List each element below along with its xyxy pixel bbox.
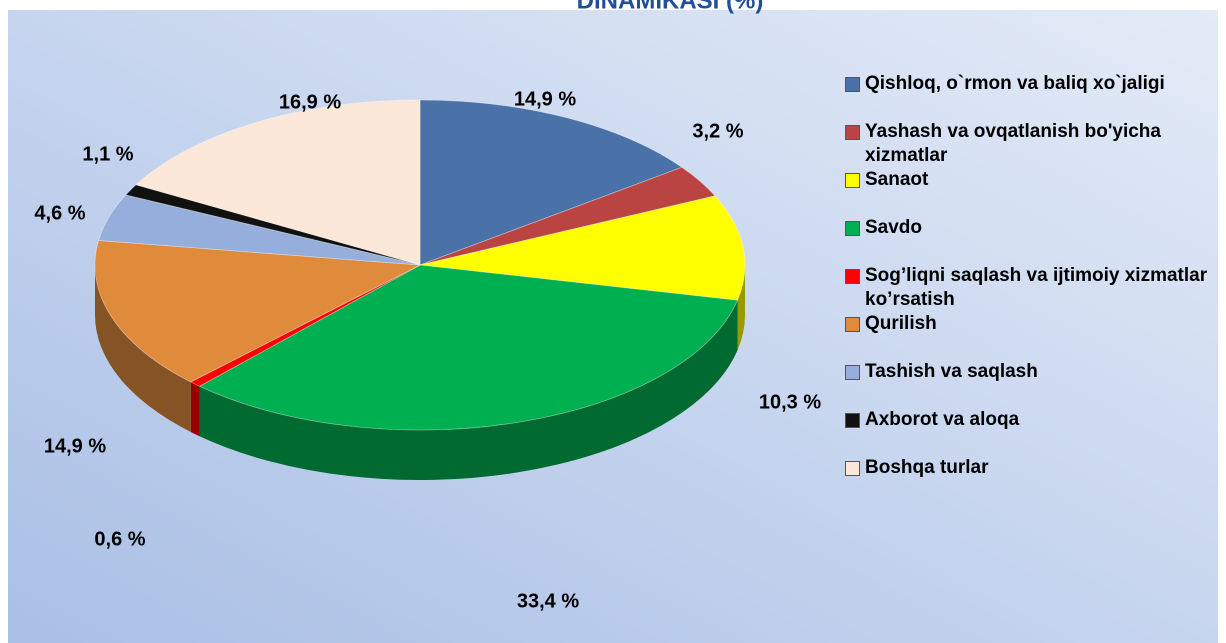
legend-label: Boshqa turlar [865,457,989,478]
legend-swatch [845,365,860,380]
legend-label: Sanaot [865,169,929,190]
slice [189,264,421,437]
legend-swatch [845,221,860,236]
data-label: 1,1 % [82,143,133,165]
legend-item: Savdo [845,216,1225,264]
slice [125,184,421,266]
slice [98,194,421,266]
slice-top [125,184,421,266]
legend-item: Boshqa turlar [845,456,1225,504]
data-label: 10,3 % [759,391,821,413]
slice-top [98,194,421,266]
slice [419,99,683,266]
slice-top [198,264,739,431]
slice-top [419,99,683,266]
legend-item: Tashish va saqlash [845,360,1225,408]
chart-title: DINAMIKASI (%) [577,0,764,14]
slice [419,166,716,266]
slice [419,195,746,351]
legend: Qishloq, o`rmon va baliq xo`jaligi Yashas… [845,72,1225,504]
legend-item: Yashash va ovqatlanish bo'yicha xizmatla… [845,120,1225,168]
slice-side [95,265,191,432]
legend-item: Axborot va aloqa [845,408,1225,456]
slice-top [419,195,746,301]
legend-swatch [845,317,860,332]
slice [94,240,422,432]
legend-swatch [845,461,860,476]
legend-swatch [845,125,860,140]
data-label: 16,9 % [279,91,341,113]
slice [135,99,421,266]
legend-swatch [845,269,860,284]
slice-top [135,99,421,266]
slice [198,264,739,480]
slice-side [737,265,745,351]
legend-item: Sanaot [845,168,1225,216]
slice-top [189,264,421,387]
legend-label: Yashash va ovqatlanish bo'yicha xizmatla… [865,121,1161,166]
data-label: 33,4 % [517,590,579,612]
legend-swatch [845,173,860,188]
data-label: 3,2 % [692,120,743,142]
legend-swatch [845,77,860,92]
data-label: 4,6 % [34,202,85,224]
legend-label: Qishloq, o`rmon va baliq xo`jaligi [865,73,1165,94]
data-label: 0,6 % [94,528,145,550]
legend-label: Tashish va saqlash [865,361,1038,382]
slice-top [94,240,422,383]
legend-item: Qishloq, o`rmon va baliq xo`jaligi [845,72,1225,120]
data-label: 14,9 % [514,88,576,110]
legend-label: Sog’liqni saqlash va ijtimoiy xizmatlar … [865,265,1208,310]
legend-item: Qurilish [845,312,1225,360]
legend-label: Qurilish [865,313,937,334]
legend-label: Savdo [865,217,923,238]
legend-item: Sog’liqni saqlash va ijtimoiy xizmatlar … [845,264,1225,312]
slice-top [419,166,716,266]
data-label: 14,9 % [44,435,106,457]
slice-side [190,381,200,437]
slice-side [199,300,738,480]
legend-swatch [845,413,860,428]
legend-label: Axborot va aloqa [865,409,1020,430]
